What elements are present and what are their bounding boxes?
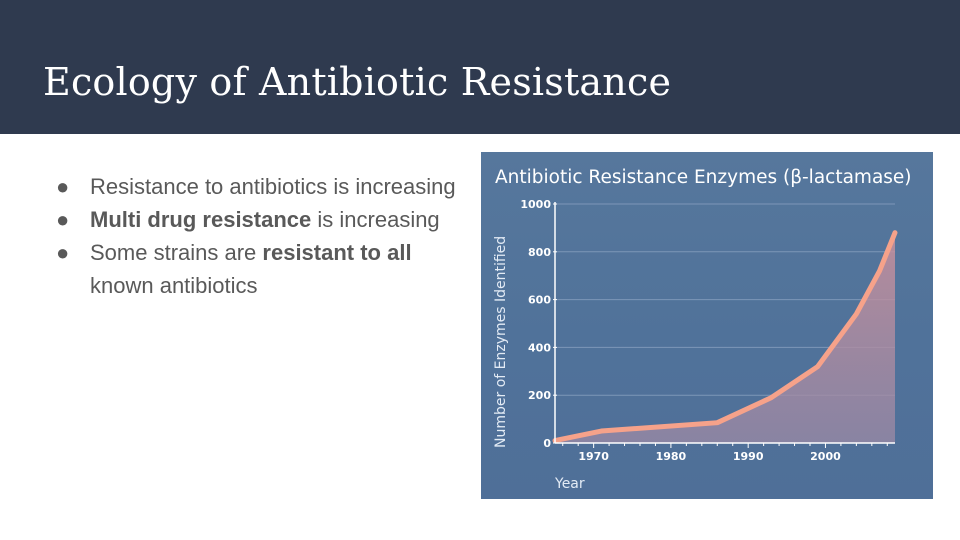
bullet-text-2: is increasing — [311, 207, 440, 232]
slide-title: Ecology of Antibiotic Resistance — [43, 60, 672, 104]
bullet-item-1: ● Resistance to antibiotics is increasing — [56, 170, 456, 203]
y-tick-label: 800 — [528, 246, 551, 259]
chart-title: Antibiotic Resistance Enzymes (β-lactama… — [495, 167, 912, 188]
bullet-text-1: Resistance to antibiotics is increasing — [90, 174, 456, 199]
bullet-icon: ● — [56, 207, 70, 232]
y-tick-label: 1000 — [520, 198, 551, 211]
bullet-item-2: ● Multi drug resistance is increasing — [56, 203, 456, 236]
bullet-text-3-bold: resistant to all — [262, 240, 412, 265]
bullet-text-3b: known antibiotics — [90, 273, 258, 298]
y-tick-label: 400 — [528, 341, 551, 354]
chart-svg: Antibiotic Resistance Enzymes (β-lactama… — [493, 167, 912, 492]
x-axis-label: Year — [554, 476, 585, 492]
bullet-icon: ● — [56, 174, 70, 199]
y-axis-label: Number of Enzymes Identified — [493, 236, 509, 448]
y-tick-label: 600 — [528, 294, 551, 307]
bullet-text-3a: Some strains are — [90, 240, 263, 265]
y-tick-label: 200 — [528, 389, 551, 402]
x-tick-label: 1970 — [578, 450, 609, 463]
series-line — [552, 230, 898, 444]
x-tick-label: 2000 — [810, 450, 841, 463]
bullet-icon: ● — [56, 240, 70, 265]
bullet-list: ● Resistance to antibiotics is increasing… — [56, 170, 456, 302]
x-tick-label: 1990 — [733, 450, 764, 463]
x-tick-label: 1980 — [656, 450, 687, 463]
chart-image: Antibiotic Resistance Enzymes (β-lactama… — [481, 152, 933, 499]
title-bar: Ecology of Antibiotic Resistance — [0, 0, 960, 134]
y-tick-label: 0 — [543, 437, 551, 450]
bullet-text-2-bold: Multi drug resistance — [90, 207, 312, 232]
bullet-item-3: ● Some strains are resistant to all known… — [56, 236, 456, 302]
series-area — [555, 232, 895, 443]
